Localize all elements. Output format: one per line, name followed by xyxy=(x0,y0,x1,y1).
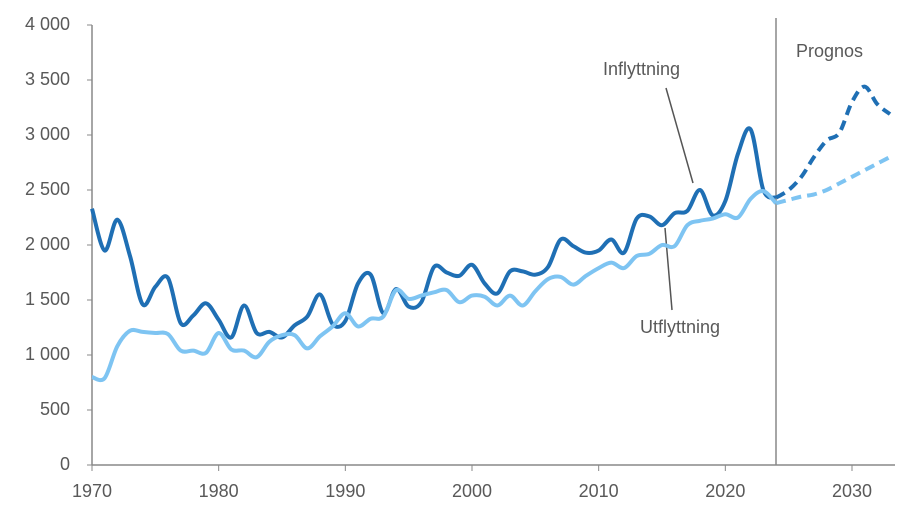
y-tick-label: 4 000 xyxy=(25,14,70,34)
series-label: Utflyttning xyxy=(640,317,720,337)
forecast-line xyxy=(774,84,892,200)
line xyxy=(90,126,778,340)
y-tick-label: 1 000 xyxy=(25,344,70,364)
x-tick-label: 2020 xyxy=(705,481,745,501)
x-tick-label: 2030 xyxy=(832,481,872,501)
leader-line xyxy=(664,227,673,311)
x-tick-label: 1970 xyxy=(72,481,112,501)
x-tick-label: 2010 xyxy=(579,481,619,501)
series-label: Inflyttning xyxy=(603,59,680,79)
y-tick-label: 0 xyxy=(60,454,70,474)
x-tick-label: 1980 xyxy=(199,481,239,501)
x-tick-label: 1990 xyxy=(325,481,365,501)
y-tick-label: 2 000 xyxy=(25,234,70,254)
y-tick-label: 2 500 xyxy=(25,179,70,199)
leader-line xyxy=(665,87,694,184)
x-tick-label: 2000 xyxy=(452,481,492,501)
line xyxy=(91,189,778,383)
y-tick-label: 500 xyxy=(40,399,70,419)
y-tick-label: 1 500 xyxy=(25,289,70,309)
forecast-line xyxy=(775,155,891,206)
y-tick-label: 3 000 xyxy=(25,124,70,144)
annotation: Prognos xyxy=(796,41,863,61)
y-tick-label: 3 500 xyxy=(25,69,70,89)
